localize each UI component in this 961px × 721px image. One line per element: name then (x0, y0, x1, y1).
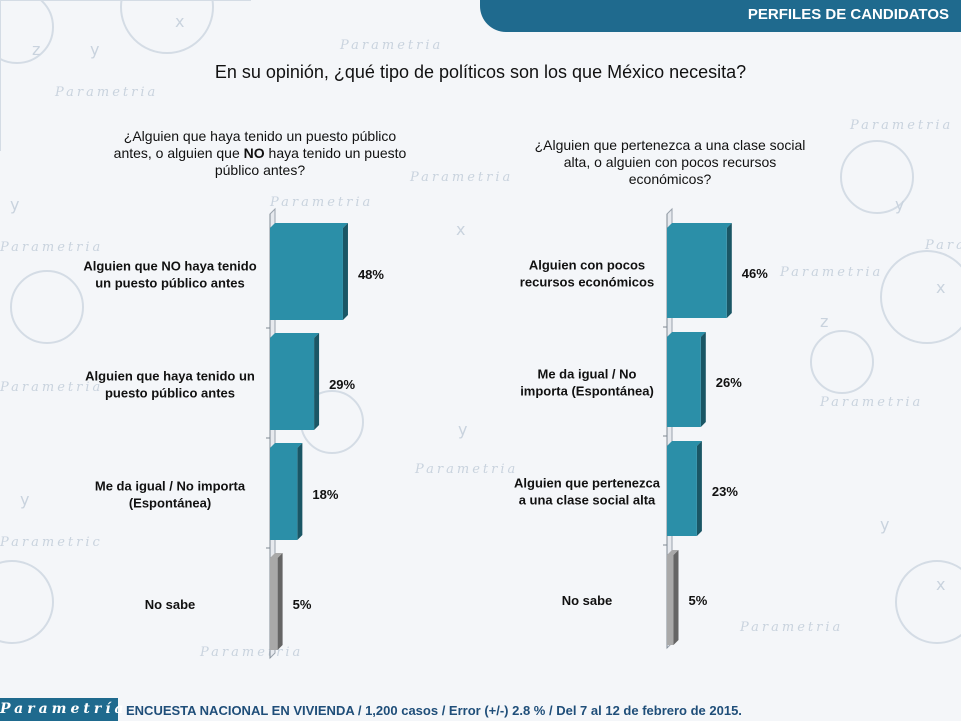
left-category-label-1: Alguien que haya tenido un puesto público… (85, 369, 255, 401)
left-value-label-3: 5% (293, 597, 312, 612)
right-bar-side-1 (700, 332, 706, 427)
left-bar-top-3 (270, 553, 283, 558)
right-question: ¿Alguien que pertenezca a una clase soci… (505, 137, 835, 188)
left-category-label-3-line-0: No sabe (145, 597, 196, 612)
main-question: En su opinión, ¿qué tipo de políticos so… (214, 62, 747, 82)
left-bar-side-2 (297, 443, 303, 540)
left-value-label-1: 29% (329, 377, 355, 392)
right-value-label-2: 23% (712, 484, 738, 499)
left-bar-side-0 (342, 223, 348, 320)
right-category-label-1-line-0: Me da igual / No (538, 367, 637, 382)
left-question-line-2-end: haya tenido un puesto (264, 145, 407, 161)
right-bar-0 (667, 228, 727, 318)
footer-note: ENCUESTA NACIONAL EN VIVIENDA / 1,200 ca… (126, 703, 742, 718)
left-category-label-1-line-0: Alguien que haya tenido un (85, 369, 255, 384)
right-bar-top-2 (667, 441, 702, 446)
right-bar-top-1 (667, 332, 706, 337)
left-bar-side-3 (277, 553, 283, 650)
left-bar-1 (270, 338, 315, 430)
right-value-label-3: 5% (689, 593, 708, 608)
left-category-label-0-line-0: Alguien que NO haya tenido (83, 259, 256, 274)
left-value-label-2: 18% (312, 487, 338, 502)
right-category-label-3-line-0: No sabe (562, 593, 613, 608)
right-bar-2 (667, 446, 697, 536)
left-category-label-3: No sabe (145, 597, 196, 612)
left-category-label-0-line-1: un puesto público antes (95, 276, 245, 291)
right-question-line-2: alta, o alguien con pocos recursos (563, 154, 777, 170)
left-bar-side-1 (314, 333, 320, 430)
left-category-label-2-line-0: Me da igual / No importa (95, 479, 246, 494)
left-bar-3 (270, 558, 278, 650)
left-bar-top-0 (270, 223, 348, 228)
left-category-label-2-line-1: (Espontánea) (129, 496, 211, 511)
left-category-label-1-line-1: puesto público antes (105, 386, 235, 401)
left-question-line-3: público antes? (214, 162, 306, 178)
left-bar-0 (270, 228, 343, 320)
footer-logo: Parametría (0, 698, 124, 721)
right-bar-side-3 (673, 550, 679, 645)
header-title: PERFILES DE CANDIDATOS (747, 6, 949, 23)
right-bar-side-2 (696, 441, 702, 536)
right-question-line-3: económicos? (628, 171, 712, 187)
left-bar-2 (270, 448, 298, 540)
right-bar-top-3 (667, 550, 679, 555)
right-category-label-0: Alguien con pocos recursos económicos (520, 258, 654, 290)
right-value-label-1: 26% (716, 375, 742, 390)
right-bar-1 (667, 337, 701, 427)
right-question-line-1: ¿Alguien que pertenezca a una clase soci… (534, 137, 806, 153)
right-category-label-0-line-1: recursos económicos (520, 275, 654, 290)
right-category-label-1: Me da igual / No importa (Espontánea) (520, 367, 654, 399)
right-category-label-3: No sabe (562, 593, 613, 608)
right-category-label-1-line-1: importa (Espontánea) (520, 384, 654, 399)
right-bar-3 (667, 555, 674, 645)
right-category-label-2: Alguien que pertenezca a una clase social… (514, 476, 661, 508)
left-category-label-0: Alguien que NO haya tenido un puesto públ… (83, 259, 256, 291)
left-bar-top-1 (270, 333, 320, 338)
left-question: ¿Alguien que haya tenido un puesto públi… (70, 128, 450, 179)
left-value-label-0: 48% (358, 267, 384, 282)
right-category-label-2-line-1: a una clase social alta (519, 493, 656, 508)
left-question-line-1: ¿Alguien que haya tenido un puesto públi… (123, 128, 397, 144)
right-bar-top-0 (667, 223, 732, 228)
right-bar-side-0 (726, 223, 732, 318)
left-question-line-2-start: antes, o alguien que (113, 145, 244, 161)
right-category-label-0-line-0: Alguien con pocos (529, 258, 645, 273)
right-category-label-2-line-0: Alguien que pertenezca (514, 476, 661, 491)
left-question-line-2: antes, o alguien que NO haya tenido un p… (70, 145, 450, 162)
left-category-label-2: Me da igual / No importa (Espontánea) (95, 479, 246, 511)
left-bar-top-2 (270, 443, 303, 448)
right-value-label-0: 46% (742, 266, 768, 281)
header-bar: PERFILES DE CANDIDATOS (480, 0, 961, 32)
left-question-emphasis: NO (243, 145, 265, 161)
